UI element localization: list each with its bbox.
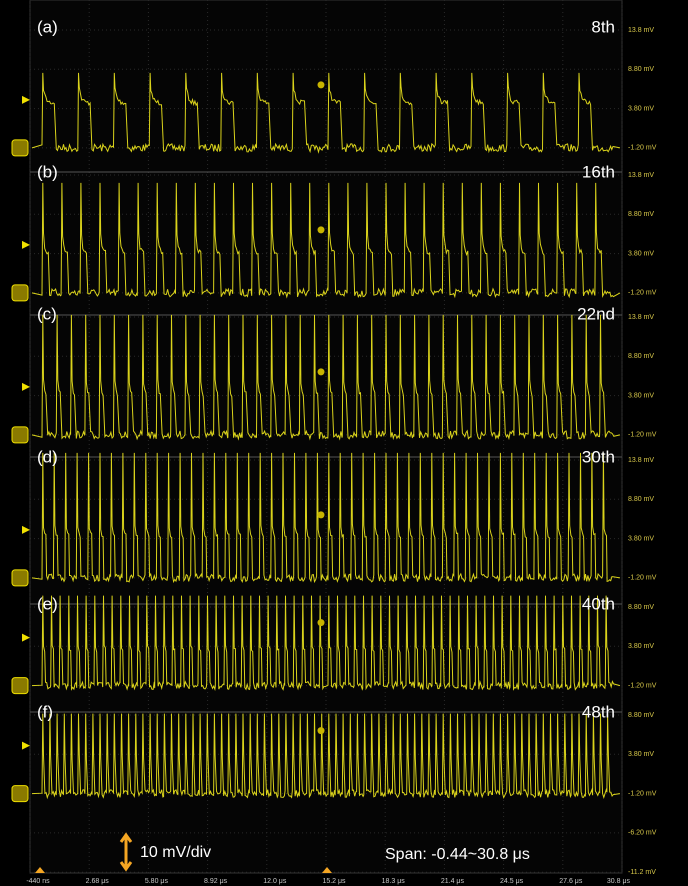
cursor-marker (318, 81, 325, 88)
y-label: 8.80 mV (628, 712, 654, 719)
y-label: -1.20 mV (628, 682, 657, 689)
y-label: 3.80 mV (628, 392, 654, 399)
y-label: -1.20 mV (628, 432, 657, 439)
y-label: -1.20 mV (628, 145, 657, 152)
y-label: -6.20 mV (628, 830, 657, 837)
channel-marker (12, 678, 28, 694)
panel-harmonic: 22nd (577, 304, 615, 323)
x-label: 2.68 μs (86, 878, 110, 885)
y-label: 13.8 mV (628, 172, 654, 179)
span-label: Span: -0.44~30.8 μs (385, 846, 530, 863)
x-label: 12.0 μs (263, 878, 287, 885)
panel-harmonic: 48th (582, 702, 615, 721)
cursor-marker (318, 727, 325, 734)
panel-harmonic: 40th (582, 594, 615, 613)
panel-label: (f) (37, 702, 53, 721)
y-label: 3.80 mV (628, 105, 654, 112)
y-label: 8.80 mV (628, 353, 654, 360)
x-label: 15.2 μs (322, 878, 346, 885)
channel-marker (12, 786, 28, 802)
panel-label: (a) (37, 17, 58, 36)
y-label: 3.80 mV (628, 535, 654, 542)
y-label: 3.80 mV (628, 751, 654, 758)
channel-marker (12, 427, 28, 443)
cursor-marker (318, 619, 325, 626)
y-label: 8.80 mV (628, 496, 654, 503)
panel-label: (e) (37, 594, 58, 613)
x-label: 24.5 μs (500, 878, 524, 885)
x-label: 18.3 μs (382, 878, 406, 885)
y-label: -1.20 mV (628, 290, 657, 297)
x-label: 30.8 μs (607, 878, 631, 885)
y-label: -11.2 mV (628, 869, 656, 876)
y-label: -1.20 mV (628, 575, 657, 582)
panel-harmonic: 16th (582, 162, 615, 181)
y-label: 13.8 mV (628, 457, 654, 464)
channel-marker (12, 285, 28, 301)
panel-harmonic: 8th (591, 17, 615, 36)
y-label: 13.8 mV (628, 27, 654, 34)
channel-marker (12, 140, 28, 156)
panel-label: (c) (37, 304, 57, 323)
panel-harmonic: 30th (582, 447, 615, 466)
y-label: 8.80 mV (628, 604, 654, 611)
scale-label: 10 mV/div (140, 844, 211, 861)
x-label: -440 ns (26, 878, 50, 885)
y-label: 3.80 mV (628, 250, 654, 257)
y-label: 8.80 mV (628, 211, 654, 218)
panel-label: (d) (37, 447, 58, 466)
x-label: 27.6 μs (559, 878, 583, 885)
x-label: 21.4 μs (441, 878, 465, 885)
x-label: 8.92 μs (204, 878, 228, 885)
y-label: 3.80 mV (628, 643, 654, 650)
channel-marker (12, 570, 28, 586)
y-label: 8.80 mV (628, 66, 654, 73)
cursor-marker (318, 368, 325, 375)
x-label: 5.80 μs (145, 878, 169, 885)
y-label: -1.20 mV (628, 790, 657, 797)
panel-label: (b) (37, 162, 58, 181)
cursor-marker (318, 511, 325, 518)
y-label: 13.8 mV (628, 314, 654, 321)
cursor-marker (318, 226, 325, 233)
scope-screen: (a) 8th 13.8 mV 8.80 mV 3.80 mV -1.20 mV (b) 16… (0, 0, 688, 886)
